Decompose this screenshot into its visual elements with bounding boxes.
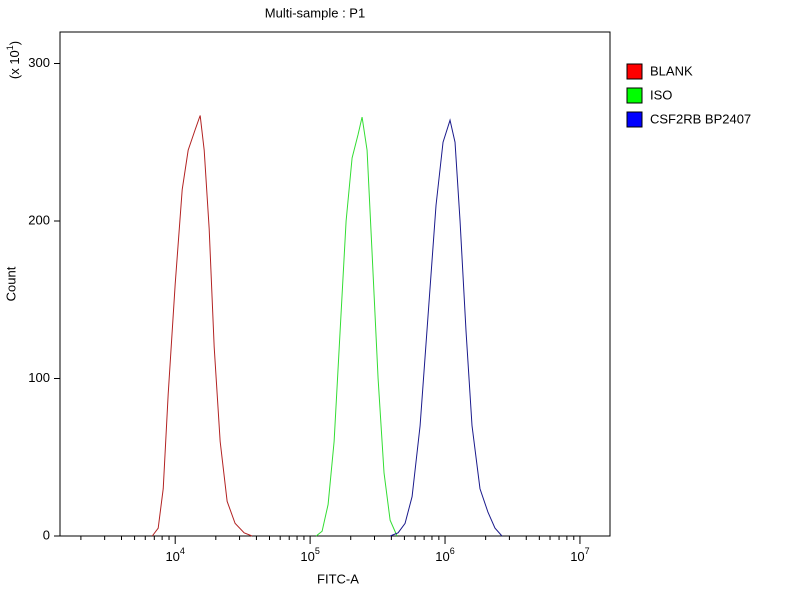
x-tick-exponent: 6 xyxy=(450,546,455,556)
x-tick-base: 10 xyxy=(300,549,314,564)
legend-label: ISO xyxy=(650,87,672,102)
y-multiplier-close: ) xyxy=(7,41,22,45)
x-tick-exponent: 7 xyxy=(585,546,590,556)
x-tick-base: 10 xyxy=(165,549,179,564)
x-tick-label: 105 xyxy=(300,546,319,564)
x-tick-label: 104 xyxy=(165,546,184,564)
legend-swatch xyxy=(626,87,643,104)
x-tick-label: 106 xyxy=(435,546,454,564)
y-tick-label: 0 xyxy=(43,527,50,542)
chart-title: Multi-sample : P1 xyxy=(265,5,365,20)
y-axis-label: Count xyxy=(3,266,18,301)
y-tick-label: 200 xyxy=(28,212,50,227)
x-tick-base: 10 xyxy=(570,549,584,564)
y-tick-label: 300 xyxy=(28,55,50,70)
y-tick-label: 100 xyxy=(28,370,50,385)
histogram-line xyxy=(315,116,398,537)
plot-frame xyxy=(59,31,611,537)
legend-label: CSF2RB BP2407 xyxy=(650,111,751,126)
y-multiplier-base: (x 10 xyxy=(7,50,22,79)
x-tick-label: 107 xyxy=(570,546,589,564)
x-axis-label: FITC-A xyxy=(317,571,359,586)
x-tick-exponent: 4 xyxy=(180,546,185,556)
legend-swatch xyxy=(626,111,643,128)
y-multiplier: (x 101) xyxy=(5,41,22,79)
legend-swatch xyxy=(626,63,643,80)
x-tick-exponent: 5 xyxy=(315,546,320,556)
legend-label: BLANK xyxy=(650,63,693,78)
y-multiplier-exponent: 1 xyxy=(5,45,15,50)
x-tick-base: 10 xyxy=(435,549,449,564)
histogram-line xyxy=(151,115,253,537)
histogram-line xyxy=(389,118,503,537)
